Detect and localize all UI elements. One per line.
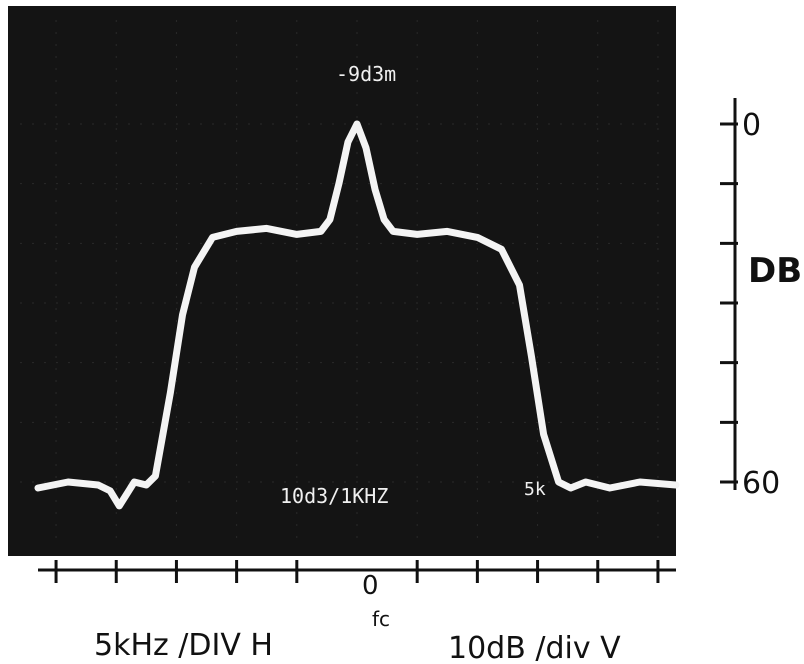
screen-scale-label: 10d3/1KHZ [280, 484, 388, 508]
vertical-scale-label: 10dB /div V [448, 631, 621, 664]
graticule [20, 20, 664, 540]
screen-background [8, 6, 676, 556]
screen-scale-label-right: 5k [524, 479, 546, 500]
peak-marker-label: -9d3m [336, 62, 396, 86]
y-tick-label: 0 [742, 108, 761, 143]
center-frequency-sub: fc [372, 607, 390, 631]
center-frequency-label: 0 [362, 571, 379, 601]
spectrum-trace [34, 120, 680, 510]
y-tick-label: 60 [742, 466, 780, 501]
x-ticks [54, 560, 660, 583]
y-ticks: 0 60 [720, 108, 780, 501]
x-axis-label: 5kHz /DIV H [94, 628, 273, 663]
y-axis-unit-label: DB [748, 251, 802, 291]
